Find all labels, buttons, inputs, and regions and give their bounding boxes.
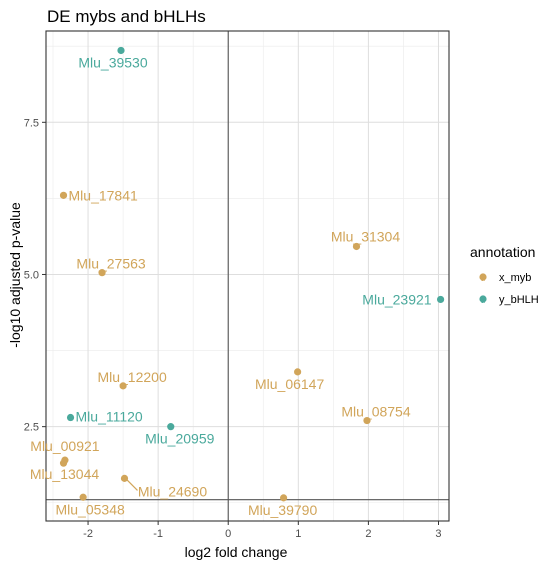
point-label: Mlu_08754 (341, 404, 410, 420)
data-point (79, 493, 87, 501)
point-label: Mlu_23921 (362, 291, 431, 307)
data-point (436, 295, 445, 304)
legend-label: y_bHLH (499, 294, 539, 306)
x-axis-label: log2 fold change (185, 544, 288, 560)
x-tick-label: 3 (435, 528, 441, 540)
panel-background (46, 31, 449, 521)
data-point (167, 423, 175, 431)
point-labels: Mlu_17841 Mlu_27563 Mlu_12200 Mlu_00921 Mlu_… (30, 54, 432, 517)
legend-key-glyph: a (481, 276, 485, 283)
y-tick-label: 7.5 (24, 117, 39, 129)
y-axis: 2.5 5.0 7.5 (24, 117, 46, 434)
y-tick-label: 2.5 (24, 422, 39, 434)
x-tick-label: 2 (365, 528, 371, 540)
point-label: Mlu_24690 (138, 483, 207, 499)
data-point (119, 382, 127, 390)
label-connectors (126, 478, 138, 491)
legend-key (479, 273, 487, 281)
data-point (120, 474, 129, 482)
data-point (98, 269, 106, 277)
label-connector (126, 478, 138, 491)
point-label: Mlu_20959 (145, 431, 214, 447)
point-label: Mlu_39790 (248, 502, 317, 518)
point-label: Mlu_11120 (76, 409, 143, 425)
point-label: Mlu_39530 (78, 54, 147, 70)
x-tick-label: 0 (225, 528, 231, 540)
data-point (117, 46, 125, 55)
data-point (294, 368, 302, 376)
point-label: Mlu_05348 (56, 501, 125, 517)
legend-key (479, 295, 487, 303)
point-label: Mlu_12200 (97, 369, 166, 385)
legend-key-glyph: a (481, 298, 485, 305)
data-point (66, 413, 75, 422)
x-tick-label: -1 (153, 528, 163, 540)
point-label: Mlu_31304 (331, 228, 400, 244)
legend-title: annotation (470, 244, 535, 260)
plot-panel (45, 30, 450, 522)
chart-title: DE mybs and bHLHs (47, 7, 206, 26)
y-tick-label: 5.0 (24, 269, 39, 281)
data-points (59, 46, 445, 502)
y-axis-label: -log10 adjusted p-value (7, 202, 23, 348)
data-point (363, 416, 371, 425)
x-tick-label: -2 (83, 528, 93, 540)
x-axis: -2 -1 0 1 2 3 (83, 521, 442, 540)
point-label: Mlu_00921 (30, 438, 99, 454)
point-label: Mlu_27563 (76, 256, 145, 272)
point-label: Mlu_17841 (69, 187, 138, 203)
x-tick-label: 1 (295, 528, 301, 540)
legend-label: x_myb (499, 272, 531, 284)
data-point (279, 494, 288, 502)
point-label: Mlu_13044 (30, 466, 99, 482)
data-point (59, 191, 68, 199)
data-point (352, 242, 361, 251)
panel-border (45, 30, 450, 522)
data-point (59, 459, 68, 467)
point-label: Mlu_06147 (255, 376, 324, 392)
